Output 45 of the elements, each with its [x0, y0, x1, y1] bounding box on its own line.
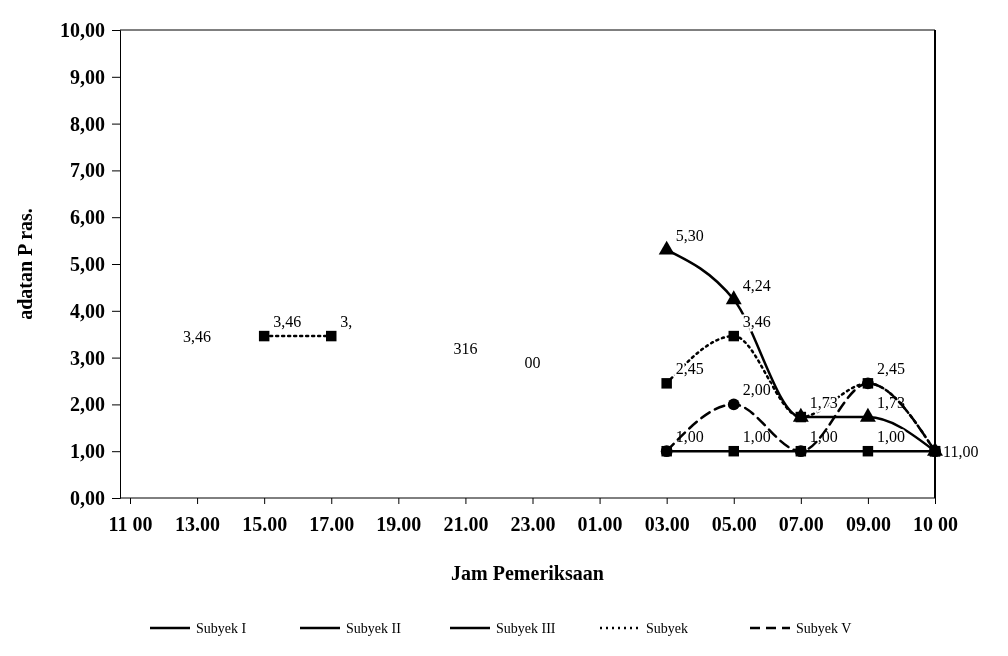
data-label: 2,00: [742, 381, 771, 399]
data-label: 1,00: [876, 428, 905, 446]
legend-label: Subyek: [646, 621, 688, 636]
y-tick-label: 2,00: [70, 393, 105, 416]
legend-label: Subyek III: [496, 621, 556, 636]
y-tick-label: 5,00: [70, 252, 105, 275]
x-tick-label: 17.00: [309, 513, 355, 535]
data-label: 4,24: [742, 276, 771, 294]
annotation: 316: [453, 340, 478, 358]
x-tick-label: 05.00: [711, 513, 757, 535]
x-tick-label: 07.00: [778, 513, 824, 535]
y-tick-label: 1,00: [70, 440, 105, 463]
y-tick-label: 6,00: [70, 206, 105, 229]
data-label: 3,46: [273, 313, 302, 331]
text: 11,00: [943, 443, 979, 461]
data-label: 2,45: [876, 360, 905, 378]
legend-label: Subyek I: [196, 621, 247, 636]
legend-label: Subyek V: [796, 621, 852, 636]
annotation: 3,46: [183, 328, 212, 346]
data-label: 2,45: [675, 360, 704, 378]
data-label: 3,: [340, 313, 353, 331]
x-tick-label: 13.00: [175, 513, 221, 535]
annotation: 00: [524, 354, 541, 372]
y-tick-label: 0,00: [70, 486, 105, 509]
y-tick-label: 4,00: [70, 299, 105, 322]
data-label: 1,00: [742, 428, 771, 446]
x-tick-label: 09.00: [845, 513, 891, 535]
y-tick-label: 8,00: [70, 112, 105, 135]
x-tick-label: 01.00: [577, 513, 623, 535]
y-tick-label: 9,00: [70, 65, 105, 88]
data-label: 1,00: [675, 428, 704, 446]
x-tick-label: 21.00: [443, 513, 489, 535]
x-tick-label: 11 00: [108, 513, 153, 535]
x-tick-label: 19.00: [376, 513, 422, 535]
legend-label: Subyek II: [346, 621, 402, 636]
x-tick-label: 15.00: [242, 513, 288, 535]
x-tick-label: 03.00: [644, 513, 690, 535]
y-axis-title: adatan P ras.: [14, 208, 36, 320]
y-tick-label: 3,00: [70, 346, 105, 369]
x-tick-label: 10 00: [913, 513, 958, 535]
x-axis-title: Jam Pemeriksaan: [451, 562, 604, 584]
data-label: 5,30: [675, 226, 704, 244]
x-tick-label: 23.00: [510, 513, 556, 535]
y-tick-label: 10,00: [60, 18, 105, 41]
y-tick-label: 7,00: [70, 159, 105, 182]
